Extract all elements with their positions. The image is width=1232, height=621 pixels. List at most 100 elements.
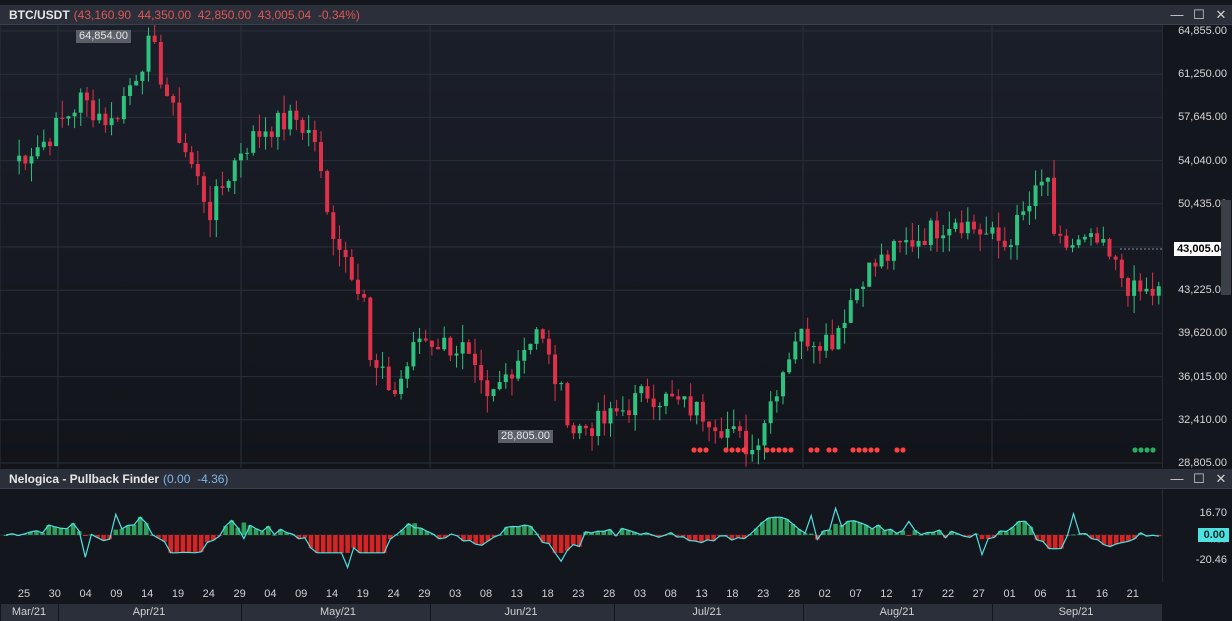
histogram-bar (1022, 521, 1027, 535)
candle-body (448, 337, 453, 356)
price-axis[interactable]: 64,855.00 61,250.00 57,645.00 54,040.00 50,4… (1162, 25, 1232, 469)
histogram-bar (991, 535, 997, 538)
histogram-bar (772, 517, 777, 535)
histogram-bar (302, 535, 308, 538)
candle-body (867, 262, 872, 287)
price-scroll-handle[interactable] (1221, 200, 1231, 295)
histogram-bar (900, 530, 905, 535)
histogram-bar (760, 522, 765, 535)
minimize-icon[interactable]: — (1170, 7, 1184, 22)
date-tick-label: 12 (880, 588, 893, 600)
candle-body (288, 110, 293, 130)
candle-body (891, 240, 896, 261)
histogram-bar (924, 532, 930, 535)
candle-body (577, 425, 582, 434)
maximize-icon[interactable]: ☐ (1193, 7, 1205, 22)
month-segment: Sep/21 (992, 604, 1162, 621)
histogram-bar (888, 529, 893, 535)
candle-body (590, 428, 595, 437)
candle-body (959, 222, 964, 234)
minimize-icon[interactable]: — (1170, 471, 1184, 486)
candle-body (663, 393, 668, 407)
month-label: Mar/21 (11, 606, 47, 618)
candle-body (928, 220, 933, 246)
date-tick-label: 29 (233, 588, 246, 600)
candlestick-chart[interactable] (0, 25, 1162, 468)
candle-body (676, 396, 681, 400)
month-axis[interactable]: Mar/21 Apr/21 May/21 Jun/21 Jul/21 Aug/21 Sep/… (0, 604, 1162, 621)
candle-body (1144, 288, 1149, 292)
indicator-axis[interactable]: 16.70 -4.36 0.00 -20.46 (1162, 489, 1232, 582)
candle-body (762, 423, 767, 446)
histogram-bar (1120, 535, 1125, 543)
histogram-bar (1059, 535, 1064, 549)
date-tick-label: 07 (849, 588, 862, 600)
indicator-panel[interactable] (0, 489, 1162, 582)
date-tick-label: 04 (264, 588, 277, 600)
candle-body (978, 229, 983, 235)
maximize-icon[interactable]: ☐ (1193, 471, 1205, 486)
histogram-bar (863, 524, 869, 535)
histogram-bar (467, 535, 472, 541)
histogram-bar (3, 535, 9, 536)
candle-body (1002, 240, 1007, 248)
candle-body (873, 262, 878, 267)
candle-body (750, 450, 755, 455)
histogram-bar (552, 535, 558, 553)
indicator-title-bar[interactable]: Nelogica - Pullback Finder (0.00 -4.36) … (0, 469, 1232, 489)
price-chart-panel[interactable]: 64,854.00 28,805.00 (0, 25, 1162, 468)
candle-body (214, 186, 219, 221)
candle-body (97, 113, 102, 121)
signal-dot-sell (703, 447, 709, 453)
date-tick-label: 06 (1034, 588, 1047, 600)
candle-body (1039, 181, 1044, 186)
candle-body (41, 141, 46, 148)
histogram-bar (778, 517, 783, 535)
candle-body (1045, 177, 1050, 182)
candle-body (503, 374, 508, 383)
close-icon[interactable]: ✕ (1215, 7, 1227, 22)
histogram-bar (796, 529, 802, 535)
pullback-histogram[interactable] (0, 489, 1162, 582)
histogram-bar (101, 535, 106, 541)
histogram-bar (296, 535, 302, 539)
candle-body (1095, 233, 1100, 243)
date-tick-label: 08 (479, 588, 493, 600)
date-tick-label: 21 (1126, 588, 1139, 600)
histogram-bar (1107, 535, 1113, 547)
candle-body (121, 95, 126, 120)
candle-body (497, 382, 502, 390)
last-price-tag: 43,005.04 (1174, 242, 1229, 256)
histogram-bar (540, 535, 546, 543)
candle-body (688, 396, 693, 416)
candle-body (694, 401, 699, 416)
date-tick-label: 27 (972, 588, 985, 600)
candle-body (1138, 280, 1143, 292)
histogram-bar (735, 535, 741, 538)
candle-body (614, 408, 619, 412)
date-tick-label: 23 (757, 588, 770, 600)
candle-body (633, 393, 638, 416)
candle-body (263, 131, 268, 137)
histogram-bar (589, 532, 594, 535)
histogram-bar (235, 527, 241, 535)
date-axis[interactable]: 25 30 04 09 14 19 24 29 04 09 14 19 24 29 03 08 13 18 23 28… (0, 582, 1162, 604)
candle-body (904, 240, 909, 243)
candle-body (719, 431, 724, 438)
histogram-bar (790, 524, 796, 535)
histogram-bar (461, 535, 466, 542)
candle-body (91, 100, 96, 121)
histogram-bar (784, 519, 790, 535)
histogram-bar (680, 535, 686, 537)
candle-body (146, 35, 151, 72)
signal-dot-sell (862, 447, 868, 453)
histogram-bar (442, 535, 448, 538)
chart-title-bar[interactable]: BTC/USDT (43,160.90 44,350.00 42,850.00 … (0, 5, 1232, 25)
candle-body (109, 118, 114, 126)
candle-body (811, 346, 816, 348)
candle-body (522, 349, 527, 361)
histogram-bar (1028, 526, 1034, 535)
close-icon[interactable]: ✕ (1215, 471, 1227, 486)
date-tick-label: 24 (387, 588, 400, 600)
candle-body (670, 393, 675, 397)
